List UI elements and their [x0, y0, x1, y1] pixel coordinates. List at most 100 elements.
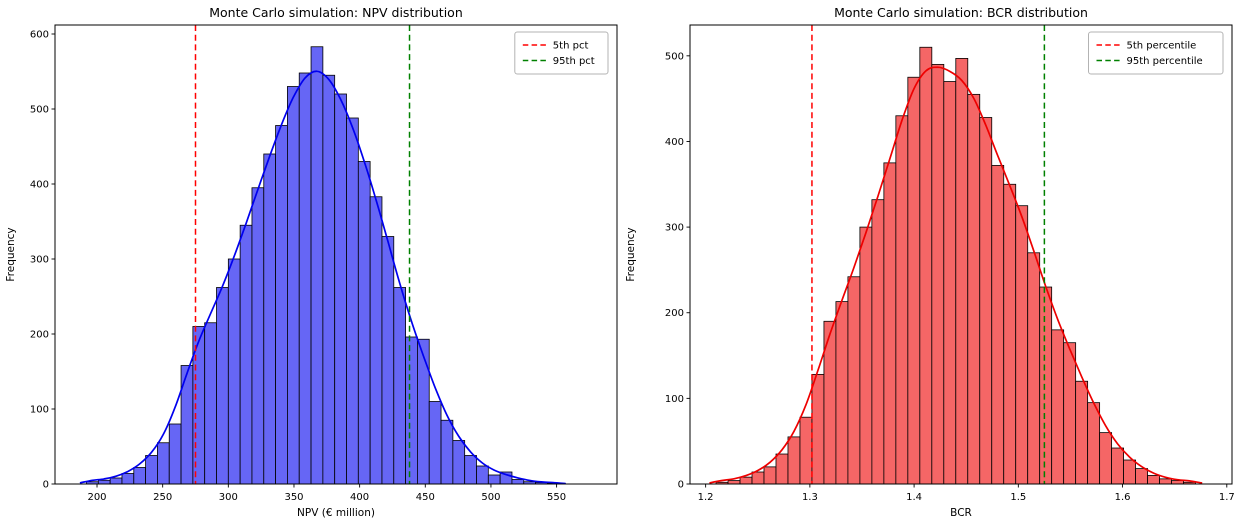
x-tick-label: 1.5 [1010, 492, 1026, 503]
histogram-bar [168, 423, 182, 485]
axes-spines [54, 24, 618, 485]
x-tick-label: 1.7 [1219, 492, 1235, 503]
histogram-bar [275, 125, 288, 485]
kde-curve [79, 70, 566, 485]
histogram-bar [97, 479, 111, 485]
histogram-bar [895, 115, 909, 485]
histogram-bar [955, 58, 969, 485]
histogram-bar [799, 416, 813, 485]
x-tick-label: 550 [547, 492, 566, 503]
x-tick-label: 500 [481, 492, 500, 503]
histogram-bar [847, 276, 861, 485]
histogram-bars [86, 46, 560, 485]
npv-yaxis-label: Frequency [5, 227, 17, 281]
y-tick-label: 100 [30, 405, 49, 416]
histogram-bar [287, 86, 300, 485]
histogram-bar [1027, 252, 1041, 485]
histogram-bar [787, 436, 801, 485]
histogram-bar [859, 226, 873, 485]
histogram-bar [487, 474, 501, 485]
histogram-bar [298, 72, 312, 485]
histogram-bar [1015, 205, 1029, 485]
x-tick-label: 1.3 [802, 492, 818, 503]
x-tick-label: 200 [87, 492, 106, 503]
histogram-bar [1135, 468, 1148, 485]
histogram-bar [1051, 329, 1065, 485]
y-tick-label: 100 [665, 394, 684, 405]
histogram-bar [1147, 475, 1160, 485]
histogram-bar [204, 322, 217, 485]
y-tick-label: 200 [30, 330, 49, 341]
histogram-bar [775, 453, 789, 485]
histogram-bar [239, 224, 253, 485]
y-tick-label: 300 [30, 255, 49, 266]
histogram-bars [715, 46, 1196, 485]
histogram-bar [931, 63, 945, 485]
histogram-bar [1063, 342, 1077, 485]
histogram-bar [322, 74, 336, 485]
histogram-bar [1123, 459, 1136, 485]
npv-xaxis-label: NPV (€ million) [297, 507, 375, 519]
histogram-bar [1111, 447, 1124, 485]
histogram-bar [1099, 432, 1113, 485]
histogram-bar [1003, 183, 1017, 485]
y-tick-label: 500 [665, 51, 684, 62]
histogram-bar [216, 287, 229, 485]
histogram-bar [883, 162, 897, 485]
x-tick-label: 300 [219, 492, 238, 503]
y-tick-label: 400 [665, 137, 684, 148]
bcr-chart-title: Monte Carlo simulation: BCR distribution [834, 5, 1088, 20]
histogram-bar [763, 466, 777, 485]
histogram-bar [835, 301, 849, 485]
legend-box [514, 31, 609, 75]
histogram-bar [943, 81, 957, 485]
histogram-bar [346, 117, 359, 485]
legend-label: 95th pct [553, 56, 595, 67]
histogram-bar [919, 46, 933, 485]
histogram-bar [979, 117, 993, 485]
histogram-bar [811, 373, 825, 485]
npv-chart-title: Monte Carlo simulation: NPV distribution [209, 5, 463, 20]
bcr-yaxis-label: Frequency [625, 227, 637, 281]
kde-curve [709, 66, 1203, 484]
x-tick-label: 1.2 [698, 492, 714, 503]
y-tick-label: 0 [43, 480, 49, 491]
legend-label: 95th percentile [1127, 56, 1203, 67]
histogram-bar [381, 236, 395, 485]
y-tick-label: 400 [30, 180, 49, 191]
histogram-bar [727, 480, 741, 485]
histogram-bar [357, 161, 371, 485]
histogram-bar [417, 338, 430, 485]
histogram-bar [476, 465, 489, 485]
x-tick-label: 400 [350, 492, 369, 503]
histogram-bar [251, 187, 265, 485]
y-tick-label: 300 [665, 223, 684, 234]
histogram-bar [1087, 402, 1101, 485]
axes-spines [689, 24, 1233, 485]
histogram-bar [310, 46, 324, 485]
histogram-bar [907, 76, 921, 485]
x-tick-label: 1.6 [1115, 492, 1131, 503]
histogram-bar [871, 199, 885, 485]
legend: 5th percentile 95th percentile [1088, 31, 1224, 75]
y-tick-label: 0 [678, 480, 684, 491]
histogram-bar [464, 455, 477, 485]
legend-label: 5th pct [553, 41, 589, 52]
histogram-bar [967, 93, 981, 485]
legend-box [1088, 31, 1224, 75]
npv-histogram-chart: Monte Carlo simulation: NPV distribution… [5, 5, 618, 519]
histogram-bar [991, 165, 1005, 485]
histogram-bar [751, 471, 765, 485]
histogram-bar [1075, 380, 1089, 485]
histogram-bar [393, 287, 406, 485]
histogram-bar [1171, 480, 1184, 485]
histogram-bar [121, 473, 135, 485]
histogram-bar [157, 442, 170, 485]
bcr-xaxis-label: BCR [950, 507, 972, 519]
x-tick-label: 1.4 [906, 492, 922, 503]
x-tick-label: 450 [416, 492, 435, 503]
histogram-bar [428, 401, 442, 485]
histogram-bar [145, 455, 158, 485]
histogram-bar [369, 196, 383, 485]
